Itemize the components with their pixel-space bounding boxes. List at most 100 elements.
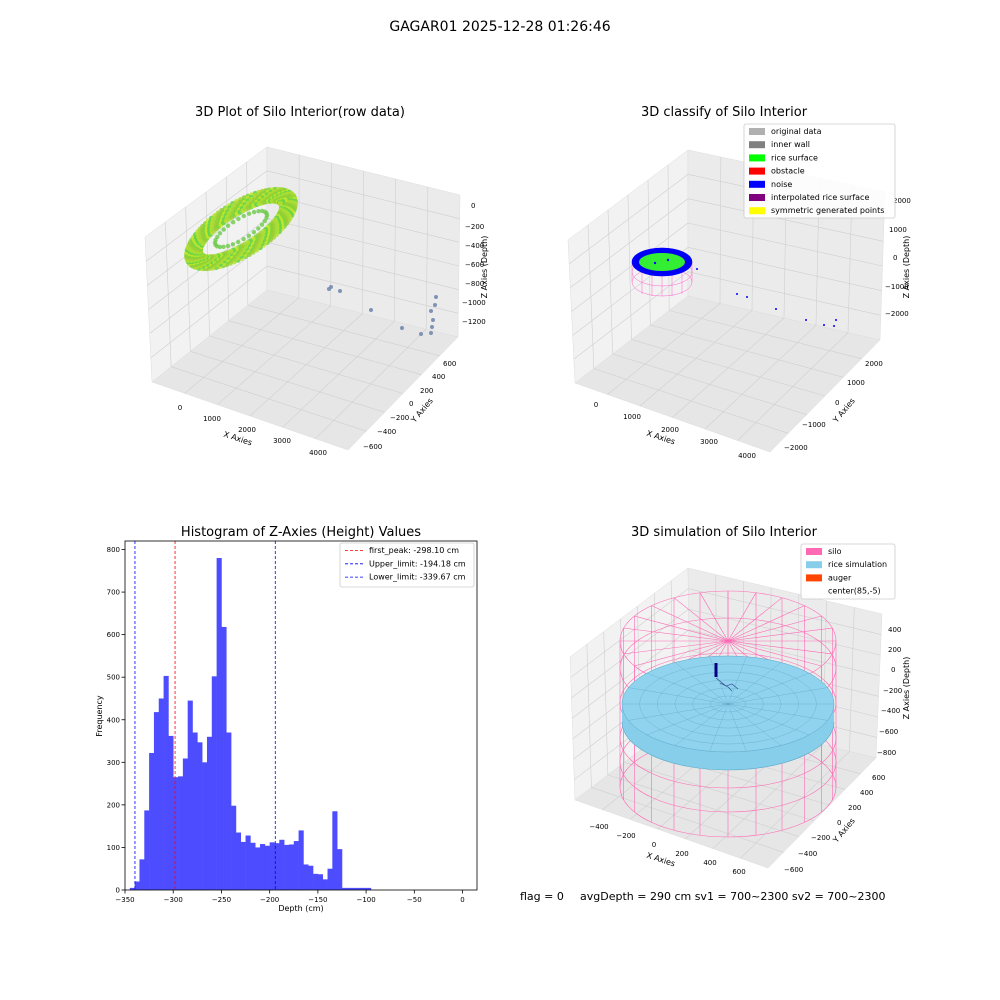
raw-scatter-point	[430, 325, 434, 329]
silo-roof-spoke	[727, 597, 783, 642]
histogram-bar	[366, 887, 372, 890]
sim-rice-bottom-edge	[621, 721, 835, 771]
histogram-bars	[129, 558, 372, 890]
raw-scatter-point	[429, 331, 433, 335]
histogram-bar	[332, 811, 338, 890]
raw-ring-point	[230, 242, 236, 247]
sim-ytick: 200	[848, 804, 861, 812]
histogram-bar	[317, 874, 323, 890]
histogram-xtick-label: −50	[407, 896, 422, 904]
sim-ytick: 0	[837, 819, 841, 827]
sim-ztick: 0	[891, 666, 895, 674]
raw-ring-point	[236, 216, 241, 222]
figure-suptitle: GAGAR01 2025-12-28 01:26:46	[389, 19, 610, 35]
raw-ring-point	[251, 230, 257, 235]
histogram-bar	[322, 879, 328, 890]
histogram-bar	[235, 832, 242, 890]
raw-ring-point	[225, 223, 231, 228]
classify-ztick: −2000	[885, 310, 909, 318]
legend-swatch	[749, 128, 765, 135]
histogram-bar	[197, 742, 203, 890]
legend-label: silo	[828, 547, 842, 556]
raw-ring-point	[215, 234, 220, 240]
footer-stats: avgDepth = 290 cm sv1 = 700~2300 sv2 = 7…	[580, 890, 886, 903]
histogram-ytick-label: 400	[107, 716, 120, 724]
classify-noise-point	[696, 268, 698, 270]
raw-ring-point	[256, 226, 261, 231]
raw-ring-point	[277, 200, 283, 206]
legend-swatch	[806, 561, 822, 569]
histogram-bar	[260, 844, 266, 890]
classify-xtick: 3000	[700, 438, 718, 446]
histogram-bar	[182, 758, 188, 890]
histogram-bar	[153, 712, 160, 890]
sim-ytick: −600	[784, 866, 803, 874]
silo-roof-spoke	[623, 640, 729, 655]
raw-ytick: 400	[432, 373, 445, 381]
histogram-plot-frame	[124, 540, 478, 891]
raw-ring-point	[241, 236, 246, 242]
panel-raw-3d: 3D Plot of Silo Interior(row data) 0 100…	[144, 105, 489, 457]
raw-point-ring	[184, 186, 298, 272]
raw-ztick: −600	[465, 261, 484, 269]
classify-noise-points	[653, 258, 837, 327]
histogram-xtick-label: −350	[115, 896, 134, 904]
raw-zlabel: Z Axies (Depth)	[480, 236, 489, 299]
raw-ztick: −400	[465, 242, 484, 250]
histogram-bar	[303, 864, 309, 890]
legend-swatch	[749, 154, 765, 162]
histogram-bar	[293, 841, 299, 890]
sim-auger-shaft	[714, 663, 718, 677]
classify-ytick: 2000	[865, 360, 883, 368]
panel-classify-title: 3D classify of Silo Interior	[641, 105, 808, 120]
classify-noise-point	[653, 261, 657, 265]
sim-xtick: 400	[703, 859, 716, 867]
raw-ztick: −1200	[462, 318, 486, 326]
panel-raw-title: 3D Plot of Silo Interior(row data)	[195, 105, 405, 120]
sim-xtick: −200	[616, 832, 635, 840]
raw-ring-point	[246, 233, 252, 238]
histogram-ylabel: Frequency	[95, 695, 104, 737]
silo-roof-spoke	[727, 627, 833, 642]
histogram-legend: first_peak: -298.10 cm Upper_limit: -194.…	[339, 542, 475, 588]
raw-scatter-point	[369, 308, 373, 312]
histogram-bar	[356, 887, 362, 890]
histogram-reference-lines	[134, 541, 276, 890]
histogram-bar	[240, 841, 246, 890]
raw-ztick: −200	[465, 223, 484, 231]
sim-xlabel: X Axies	[645, 851, 676, 869]
histogram-bar	[173, 777, 179, 890]
raw-ring-point	[246, 211, 252, 216]
classify-ztick: 1000	[889, 226, 907, 234]
legend-swatch	[806, 548, 822, 555]
classify-ytick: −1000	[802, 421, 826, 429]
legend-label: symmetric generated points	[771, 206, 884, 215]
histogram-ytick-label: 0	[116, 887, 120, 895]
raw-ring-point	[217, 231, 223, 236]
histogram-bar	[216, 558, 222, 890]
sim-xtick: 600	[732, 868, 745, 876]
histogram-xlabel: Depth (cm)	[278, 904, 323, 913]
histogram-bar	[211, 676, 217, 890]
histogram-bar	[308, 865, 314, 890]
legend-label: auger	[828, 573, 852, 582]
histogram-bar	[149, 752, 155, 890]
histogram-xtick-label: −300	[164, 896, 183, 904]
raw-scatter-point	[329, 285, 333, 289]
classify-noise-point	[823, 324, 825, 326]
histogram-bar	[163, 675, 169, 890]
raw-scatter-point	[338, 289, 342, 293]
sim-ytick: −200	[811, 834, 830, 842]
histogram-bar	[284, 844, 290, 890]
histogram-xtick-label: −200	[260, 896, 279, 904]
legend-swatch	[806, 574, 822, 582]
histogram-bar	[226, 732, 232, 890]
histogram-bar	[178, 776, 184, 890]
sim-ztick: −800	[877, 749, 896, 757]
silo-roof-spoke	[651, 605, 729, 642]
legend-label: interpolated rice surface	[771, 193, 869, 202]
histogram-bar	[221, 626, 227, 890]
raw-ring-point	[241, 213, 246, 219]
classify-ztick: −1000	[885, 283, 909, 291]
classify-noise-point	[666, 258, 670, 262]
